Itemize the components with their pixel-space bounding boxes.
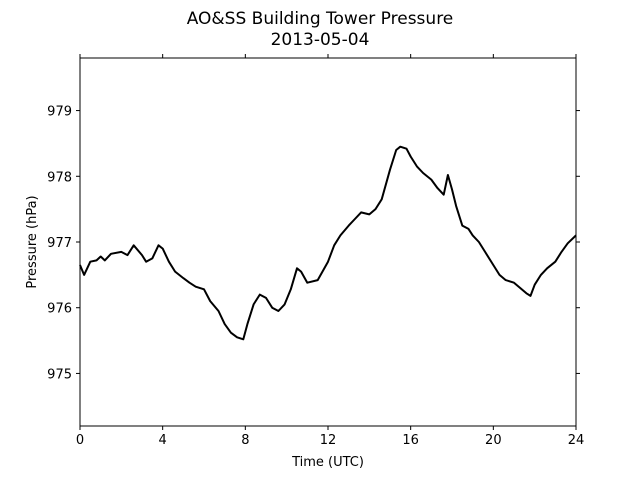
x-tick-label: 16 — [402, 433, 419, 448]
y-tick-label: 975 — [47, 367, 72, 382]
ticks-layer: 0 4 8 12 16 20 24 975 976 977 978 979 — [47, 54, 584, 448]
y-tick-label: 976 — [47, 302, 72, 317]
x-tick-label: 0 — [76, 433, 84, 448]
x-tick-label: 12 — [320, 433, 337, 448]
x-tick-label: 24 — [568, 433, 585, 448]
x-axis-label: Time (UTC) — [291, 455, 364, 470]
x-tick-label: 4 — [159, 433, 167, 448]
chart-subtitle: 2013-05-04 — [271, 30, 370, 50]
x-tick-label: 8 — [241, 433, 249, 448]
y-axis-label: Pressure (hPa) — [25, 195, 40, 288]
y-tick-label: 979 — [47, 105, 72, 120]
pressure-series-line — [79, 145, 577, 341]
x-tick-label: 20 — [485, 433, 502, 448]
chart-title: AO&SS Building Tower Pressure — [187, 9, 454, 29]
y-tick-label: 978 — [47, 170, 72, 185]
y-tick-label: 977 — [47, 236, 72, 251]
plot-frame — [79, 57, 577, 427]
